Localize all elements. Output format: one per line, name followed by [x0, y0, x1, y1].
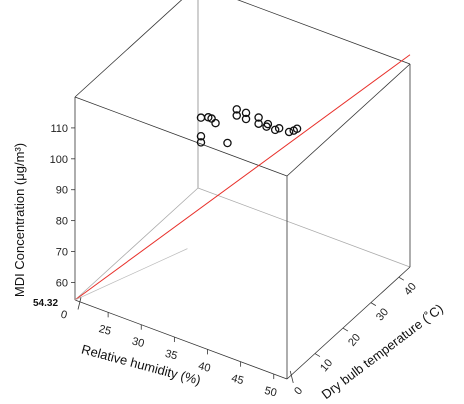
- box-edge-top-left: [74, 0, 183, 98]
- y-tick-label: 0: [292, 385, 305, 397]
- x-tick-label: 50: [263, 385, 278, 400]
- data-point: [254, 113, 263, 122]
- data-point: [241, 114, 251, 124]
- data-point: [196, 138, 206, 147]
- box-edge-top-front: [74, 96, 288, 177]
- data-point: [274, 124, 284, 133]
- x-tick-label: 40: [197, 360, 212, 375]
- z-tick-label: 60: [56, 277, 68, 289]
- data-point: [196, 131, 206, 141]
- data-point: [196, 113, 206, 122]
- y-tick-mark: [314, 353, 321, 357]
- data-point: [263, 119, 273, 129]
- data-point: [284, 127, 294, 137]
- z-axis-title: MDI Concentration (μg/m³): [12, 143, 27, 297]
- projection-line: [74, 248, 188, 301]
- x-axis-break: [77, 297, 82, 310]
- box-edge-floor-left: [74, 187, 199, 301]
- z-tick-label: 110: [50, 123, 68, 135]
- y-tick-mark: [370, 302, 377, 306]
- data-point: [270, 125, 280, 135]
- z-tick-label: 80: [56, 216, 68, 228]
- y-tick-label: 40: [402, 281, 419, 298]
- y-tick-label: 10: [318, 357, 335, 374]
- z-tick-label: 100: [50, 154, 68, 166]
- y-tick-label: 20: [346, 332, 363, 349]
- y-tick-mark: [342, 327, 349, 332]
- data-point: [241, 108, 251, 118]
- data-point: [254, 119, 263, 128]
- box-edge-floor-front: [74, 299, 288, 380]
- x-tick-label: 45: [230, 372, 245, 387]
- box-edge-floor-right: [286, 266, 411, 380]
- box-edge-top-right: [286, 63, 411, 177]
- intercept-label: 54.32: [33, 298, 58, 309]
- data-points: [196, 105, 302, 148]
- y-tick-mark: [398, 276, 405, 281]
- x-tick-label: 25: [97, 323, 112, 338]
- box-edge-top-back: [237, 0, 411, 65]
- data-point: [292, 124, 302, 134]
- data-point: [211, 118, 220, 128]
- box-edge-floor-back: [197, 187, 411, 268]
- x-tick-label: 0: [59, 309, 68, 322]
- data-point: [223, 138, 232, 148]
- regression-line: [74, 54, 411, 301]
- z-axis-ticks: 60 70 80 90 100 110: [50, 123, 75, 289]
- fit-line-group: [74, 54, 411, 301]
- chart-box: [74, 0, 411, 380]
- x-axis-ticks: 0 25 30 35 40 45 50: [59, 297, 278, 400]
- z-tick-label: 70: [56, 247, 68, 259]
- x-tick-label: 30: [131, 335, 146, 350]
- y-axis-break: [289, 370, 294, 384]
- z-tick-label: 90: [56, 185, 68, 197]
- x-tick-label: 35: [164, 348, 179, 363]
- data-point: [232, 111, 241, 120]
- data-point: [232, 105, 241, 114]
- y-tick-label: 30: [374, 306, 391, 323]
